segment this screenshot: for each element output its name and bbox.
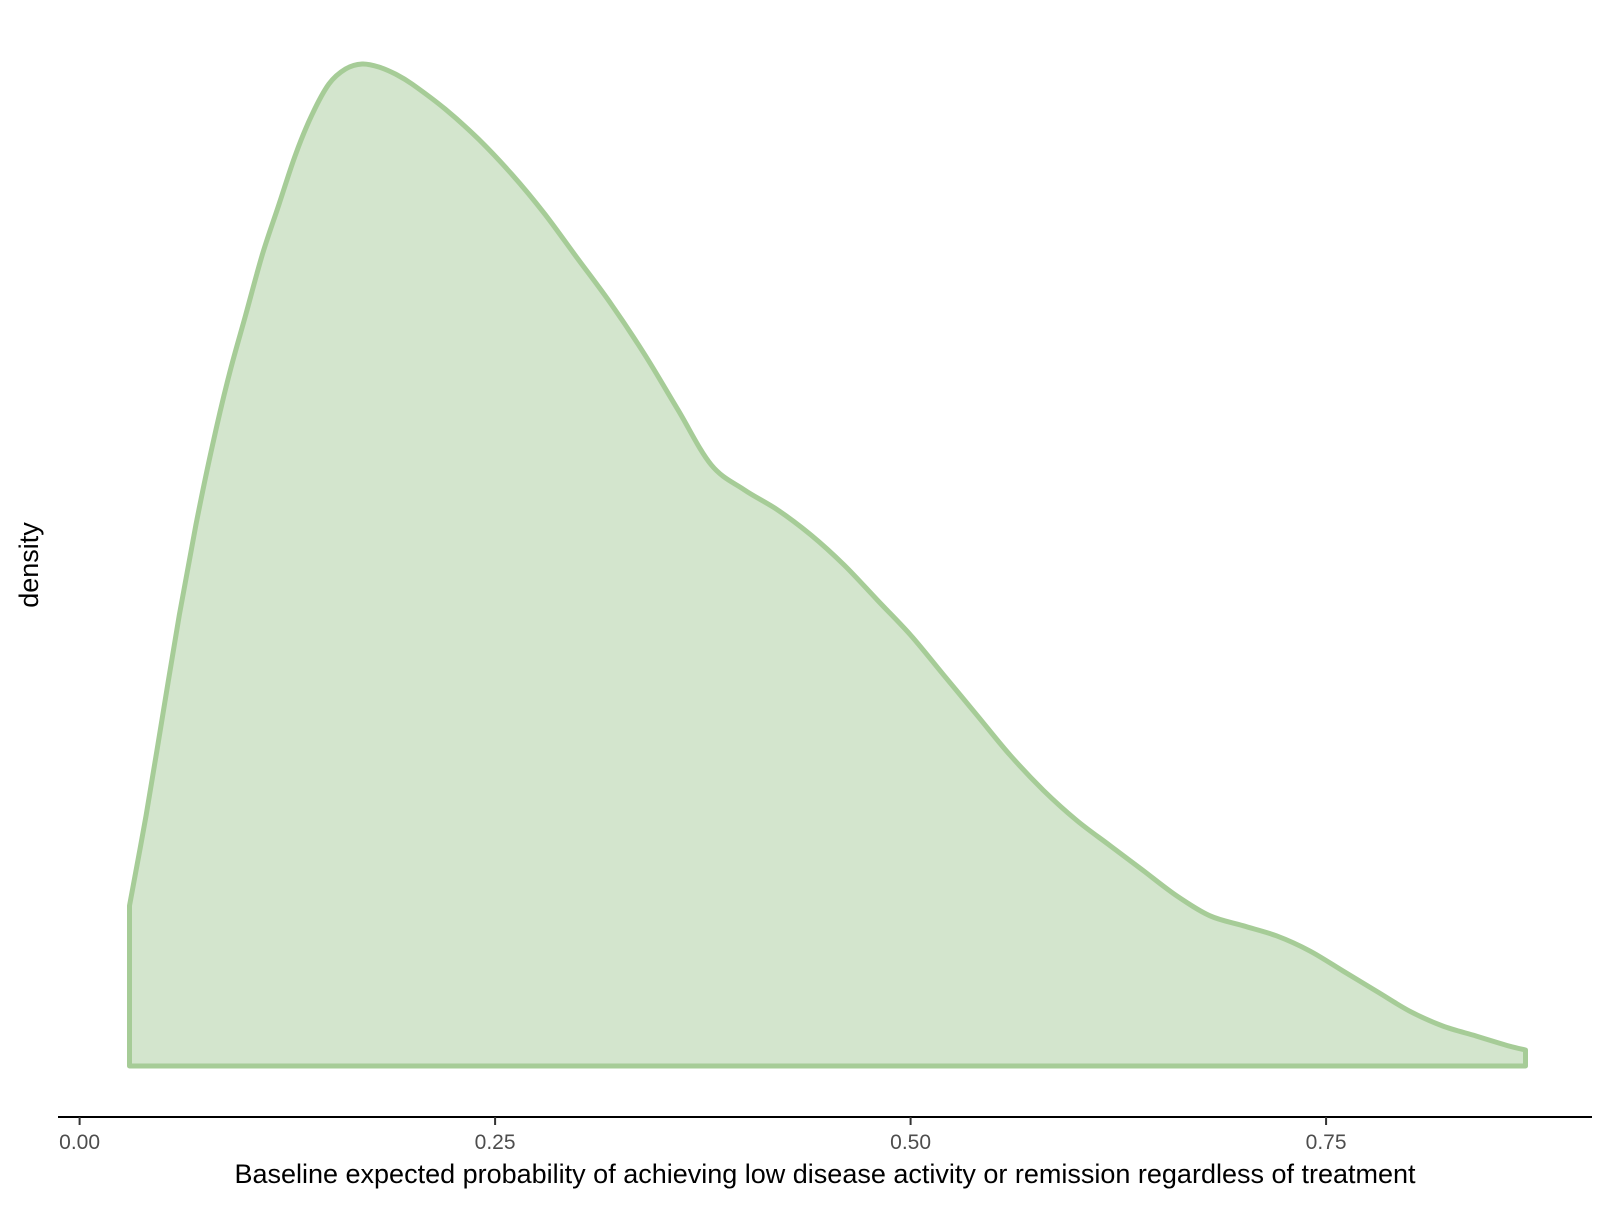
density-area: [127, 61, 1528, 1069]
x-axis-ticks: 0.00 0.25 0.50 0.75: [59, 1117, 1347, 1154]
x-tick-label: 0.50: [890, 1131, 931, 1154]
x-tick-label: 0.25: [475, 1131, 516, 1154]
x-tick-label: 0.75: [1306, 1131, 1347, 1154]
x-tick-label: 0.00: [59, 1131, 100, 1154]
x-axis-title: Baseline expected probability of achievi…: [234, 1159, 1416, 1189]
y-axis-title: density: [14, 522, 44, 608]
